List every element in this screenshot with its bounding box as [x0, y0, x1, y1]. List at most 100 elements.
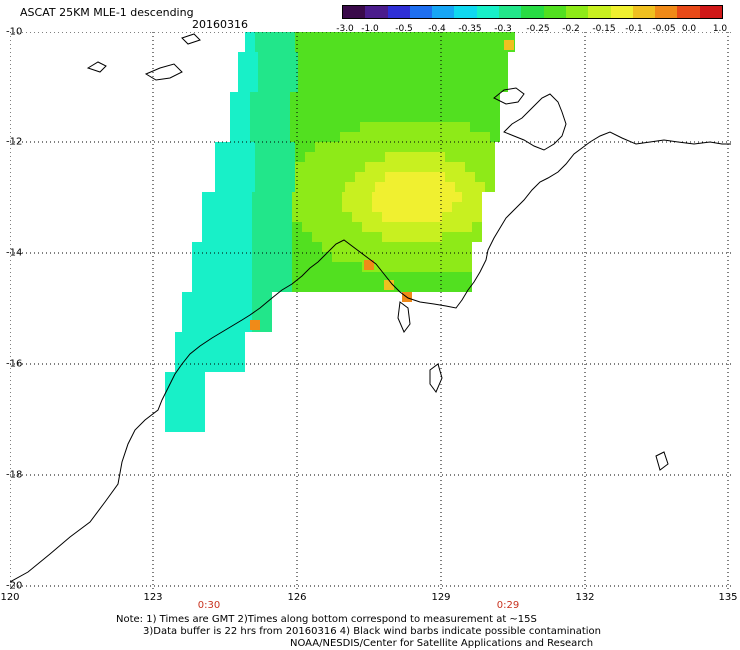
colorbar-swatch	[432, 6, 455, 18]
wind-cell	[192, 312, 202, 322]
wind-cell	[280, 112, 290, 122]
wind-cell	[475, 152, 485, 162]
wind-cell	[402, 242, 412, 252]
wind-cell	[185, 332, 195, 342]
wind-cell	[322, 232, 332, 242]
wind-cell	[272, 262, 282, 272]
wind-cell	[470, 102, 480, 112]
wind-cell	[452, 272, 462, 282]
wind-cell	[300, 112, 310, 122]
wind-cell	[202, 202, 212, 212]
wind-cell	[282, 222, 292, 232]
wind-cell	[495, 42, 505, 52]
wind-cell	[275, 152, 285, 162]
wind-cell	[352, 282, 362, 292]
wind-cell	[432, 252, 442, 262]
wind-cell	[415, 182, 425, 192]
wind-cell	[465, 152, 475, 162]
wind-cell	[332, 222, 342, 232]
wind-cell	[232, 282, 242, 292]
wind-cell	[222, 202, 232, 212]
wind-cell	[212, 202, 222, 212]
note-line-3: NOAA/NESDIS/Center for Satellite Applica…	[290, 638, 594, 649]
wind-cell	[235, 342, 245, 352]
colorbar-swatch	[343, 6, 366, 18]
wind-cell	[230, 92, 240, 102]
wind-cell	[338, 52, 348, 62]
wind-cell	[272, 252, 282, 262]
wind-cell	[270, 132, 280, 142]
wind-cell	[432, 232, 442, 242]
wind-cell	[362, 212, 372, 222]
wind-cell	[475, 142, 485, 152]
graticule	[10, 32, 731, 589]
wind-cell	[230, 112, 240, 122]
wind-cell	[195, 332, 205, 342]
wind-cell	[215, 352, 225, 362]
wind-cell	[442, 202, 452, 212]
wind-cell	[290, 112, 300, 122]
wind-cell	[328, 82, 338, 92]
wind-cell	[235, 162, 245, 172]
wind-cell	[165, 402, 175, 412]
wind-cell	[352, 242, 362, 252]
wind-cell	[252, 212, 262, 222]
wind-cell	[195, 422, 205, 432]
wind-cell	[440, 122, 450, 132]
wind-cell	[225, 152, 235, 162]
wind-cell	[192, 262, 202, 272]
wind-cell	[410, 132, 420, 142]
wind-cell	[260, 92, 270, 102]
wind-cell	[195, 352, 205, 362]
wind-cell	[418, 72, 428, 82]
wind-cell	[245, 172, 255, 182]
wind-cell	[248, 62, 258, 72]
wind-cell	[262, 302, 272, 312]
wind-cell	[270, 92, 280, 102]
wind-cell	[498, 72, 508, 82]
wind-cell	[302, 272, 312, 282]
colorbar-swatch	[409, 6, 433, 18]
wind-cell	[202, 262, 212, 272]
wind-cell	[330, 132, 340, 142]
colorbar-swatch	[699, 6, 723, 18]
colorbar-tick-label: -0.15	[592, 24, 616, 34]
wind-cell	[332, 192, 342, 202]
wind-cell	[252, 282, 262, 292]
latitude-label: -16	[6, 358, 23, 370]
wind-cell	[478, 62, 488, 72]
wind-cell	[240, 122, 250, 132]
wind-cell	[388, 52, 398, 62]
wind-cell	[300, 102, 310, 112]
wind-cell	[442, 262, 452, 272]
wind-cell	[225, 162, 235, 172]
wind-cell	[305, 182, 315, 192]
wind-cell	[285, 152, 295, 162]
wind-cell	[392, 282, 402, 292]
wind-cell	[300, 92, 310, 102]
wind-cell	[458, 52, 468, 62]
wind-cell	[315, 32, 325, 42]
wind-cell	[288, 62, 298, 72]
wind-cell	[282, 272, 292, 282]
wind-cell	[260, 132, 270, 142]
wind-cell	[320, 92, 330, 102]
wind-cell	[248, 72, 258, 82]
wind-cell	[312, 192, 322, 202]
wind-cell	[480, 92, 490, 102]
wind-cell	[485, 162, 495, 172]
wind-cell	[375, 32, 385, 42]
wind-cell	[465, 172, 475, 182]
wind-cell	[348, 72, 358, 82]
wind-cell	[432, 272, 442, 282]
wind-cell	[232, 312, 242, 322]
wind-cell	[488, 62, 498, 72]
wind-cell	[385, 182, 395, 192]
wind-cell	[265, 152, 275, 162]
wind-cell	[380, 92, 390, 102]
wind-cell	[278, 52, 288, 62]
wind-cell	[390, 112, 400, 122]
wind-cell	[192, 272, 202, 282]
wind-cell	[448, 52, 458, 62]
wind-cell	[285, 42, 295, 52]
